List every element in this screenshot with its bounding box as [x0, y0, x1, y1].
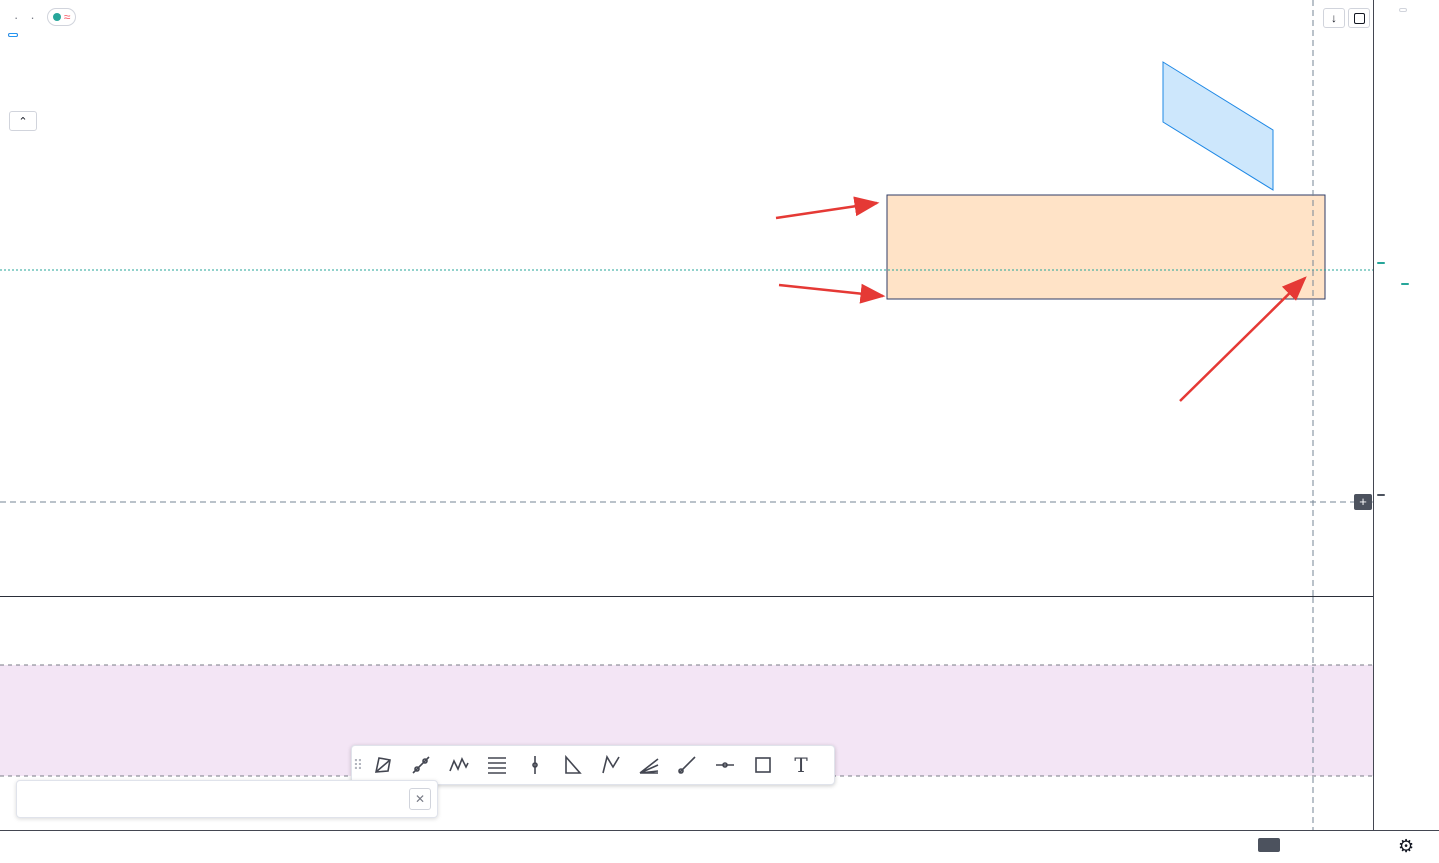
- close-icon: ✕: [414, 792, 426, 806]
- last-price-tag: [1377, 262, 1385, 264]
- descending-channel[interactable]: [1162, 61, 1274, 191]
- fullscreen-icon: [1353, 12, 1365, 24]
- main-chart-pane[interactable]: · · ≈ ⌃ ↓: [0, 0, 1373, 597]
- chevron-up-icon: ⌃: [18, 115, 28, 128]
- crosshair-plus-icon[interactable]: +: [1354, 494, 1372, 510]
- consolidation-zone[interactable]: [886, 194, 1326, 300]
- rsi-pane[interactable]: ⠿ T ✕: [0, 597, 1373, 830]
- fib-fan-tool-icon[interactable]: [630, 746, 668, 784]
- drag-handle-icon[interactable]: ⠿: [352, 756, 364, 773]
- time-axis[interactable]: ⚙: [0, 830, 1439, 863]
- wave-icon: ≈: [63, 10, 71, 24]
- drawing-toolbar[interactable]: ⠿ T: [351, 745, 835, 785]
- market-status-icon[interactable]: ≈: [46, 8, 77, 26]
- crosshair-date-tag: [1258, 838, 1280, 852]
- scroll-down-button[interactable]: ↓: [1323, 8, 1345, 28]
- floating-panel[interactable]: ✕: [16, 780, 438, 818]
- triangle-tool-icon[interactable]: [554, 746, 592, 784]
- collapse-legend-button[interactable]: ⌃: [9, 111, 37, 131]
- vertical-line-tool-icon[interactable]: [516, 746, 554, 784]
- price-axis[interactable]: [1373, 0, 1439, 830]
- fullscreen-button[interactable]: [1348, 8, 1370, 28]
- arrow-1909[interactable]: [778, 283, 886, 304]
- price-chart[interactable]: [0, 0, 1373, 596]
- arrow-1929[interactable]: [1179, 276, 1307, 402]
- polygon-tool-icon[interactable]: [364, 746, 402, 784]
- ask-price[interactable]: [8, 33, 18, 37]
- horizontal-line-tool-icon[interactable]: [706, 746, 744, 784]
- close-panel-button[interactable]: ✕: [409, 788, 431, 810]
- settings-gear-icon[interactable]: ⚙: [1398, 836, 1415, 856]
- text-tool-icon[interactable]: T: [794, 753, 808, 777]
- rectangle-tool-icon[interactable]: [744, 746, 782, 784]
- currency-badge[interactable]: [1399, 8, 1407, 12]
- crosshair-price-tag: [1377, 494, 1385, 496]
- ray-tool-icon[interactable]: [668, 746, 706, 784]
- fib-retracement-tool-icon[interactable]: [478, 746, 516, 784]
- pattern-tool-icon[interactable]: [440, 746, 478, 784]
- arrow-1975[interactable]: [775, 196, 880, 220]
- countdown-tag: [1401, 283, 1409, 285]
- abcd-pattern-tool-icon[interactable]: [592, 746, 630, 784]
- trend-line-tool-icon[interactable]: [402, 746, 440, 784]
